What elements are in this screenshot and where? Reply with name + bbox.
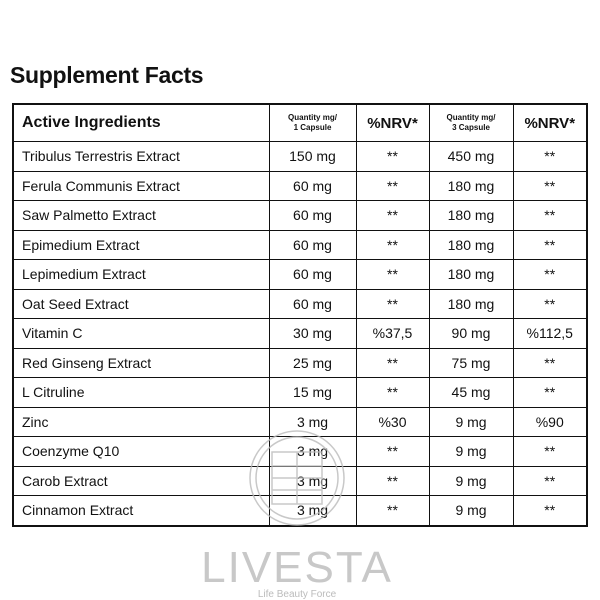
- ingredient: Tribulus Terrestris Extract: [12, 141, 270, 172]
- header-cell: Quantity mg/3 Capsule: [428, 103, 514, 142]
- cell: 60 mg: [268, 288, 357, 319]
- ingredient: Lepimedium Extract: [12, 259, 270, 290]
- header-row: Active Ingredients Quantity mg/1 Capsule%…: [12, 103, 588, 142]
- row: Vitamin C 30 mg %37,5 90 mg %112,5: [12, 318, 588, 349]
- cell: 9 mg: [428, 406, 514, 437]
- ingredient: Cinnamon Extract: [12, 495, 270, 526]
- cell: **: [512, 436, 588, 467]
- cell: **: [355, 141, 430, 172]
- header-cell: Quantity mg/1 Capsule: [268, 103, 357, 142]
- cell: **: [355, 259, 430, 290]
- ingredient: L Citruline: [12, 377, 270, 408]
- ingredient: Ferula Communis Extract: [12, 170, 270, 201]
- cell: **: [355, 436, 430, 467]
- cell: **: [512, 141, 588, 172]
- row: Cinnamon Extract 3 mg ** 9 mg **: [12, 495, 588, 526]
- cell: **: [512, 465, 588, 496]
- cell: **: [512, 377, 588, 408]
- tagline: Life Beauty Force: [258, 589, 337, 600]
- cell: **: [355, 495, 430, 526]
- cell: 60 mg: [268, 170, 357, 201]
- brand: LIVESTA: [201, 543, 393, 592]
- cell: 180 mg: [428, 170, 514, 201]
- facts-table: Active Ingredients Quantity mg/1 Capsule%…: [12, 103, 588, 527]
- row: Carob Extract 3 mg ** 9 mg **: [12, 465, 588, 496]
- row: Red Ginseng Extract 25 mg ** 75 mg **: [12, 347, 588, 378]
- cell: 3 mg: [268, 495, 357, 526]
- cell: **: [512, 229, 588, 260]
- cell: 30 mg: [268, 318, 357, 349]
- cell: **: [355, 377, 430, 408]
- cell: **: [512, 495, 588, 526]
- cell: **: [512, 200, 588, 231]
- row: Tribulus Terrestris Extract 150 mg ** 450 m…: [12, 141, 588, 172]
- ingredient: Carob Extract: [12, 465, 270, 496]
- ingredient: Epimedium Extract: [12, 229, 270, 260]
- header-cell: %NRV*: [512, 103, 588, 142]
- ingredient: Vitamin C: [12, 318, 270, 349]
- cell: **: [512, 347, 588, 378]
- ingredient: Saw Palmetto Extract: [12, 200, 270, 231]
- row: Lepimedium Extract 60 mg ** 180 mg **: [12, 259, 588, 290]
- cell: **: [512, 259, 588, 290]
- ingredient: Coenzyme Q10: [12, 436, 270, 467]
- cell: 45 mg: [428, 377, 514, 408]
- header-cell: %NRV*: [355, 103, 430, 142]
- cell: 9 mg: [428, 465, 514, 496]
- cell: 180 mg: [428, 229, 514, 260]
- cell: 3 mg: [268, 406, 357, 437]
- cell: 3 mg: [268, 436, 357, 467]
- cell: **: [355, 170, 430, 201]
- title: Supplement Facts: [10, 62, 204, 88]
- cell: 15 mg: [268, 377, 357, 408]
- cell: 180 mg: [428, 259, 514, 290]
- cell: **: [355, 200, 430, 231]
- cell: 60 mg: [268, 259, 357, 290]
- cell: **: [355, 229, 430, 260]
- cell: 450 mg: [428, 141, 514, 172]
- cell: **: [355, 465, 430, 496]
- cell: 60 mg: [268, 200, 357, 231]
- ingredient: Oat Seed Extract: [12, 288, 270, 319]
- cell: 60 mg: [268, 229, 357, 260]
- cell: 180 mg: [428, 288, 514, 319]
- header-line: Quantity mg/: [446, 113, 496, 122]
- row: Coenzyme Q10 3 mg ** 9 mg **: [12, 436, 588, 467]
- header-line: 1 Capsule: [293, 123, 332, 132]
- cell: **: [512, 288, 588, 319]
- cell: 3 mg: [268, 465, 357, 496]
- cell: 180 mg: [428, 200, 514, 231]
- row: Epimedium Extract 60 mg ** 180 mg **: [12, 229, 588, 260]
- header-cell: Active Ingredients: [12, 103, 270, 142]
- cell: %30: [355, 406, 430, 437]
- cell: **: [355, 347, 430, 378]
- cell: 150 mg: [268, 141, 357, 172]
- row: Oat Seed Extract 60 mg ** 180 mg **: [12, 288, 588, 319]
- cell: %37,5: [355, 318, 430, 349]
- row: Ferula Communis Extract 60 mg ** 180 mg **: [12, 170, 588, 201]
- row: Zinc 3 mg %30 9 mg %90: [12, 406, 588, 437]
- cell: %90: [512, 406, 588, 437]
- cell: 9 mg: [428, 436, 514, 467]
- header-line: 3 Capsule: [452, 123, 490, 132]
- table-body: Active Ingredients Quantity mg/1 Capsule%…: [12, 103, 588, 526]
- ingredient: Zinc: [12, 406, 270, 437]
- row: Saw Palmetto Extract 60 mg ** 180 mg **: [12, 200, 588, 231]
- header-line: Quantity mg/: [288, 113, 337, 122]
- cell: 9 mg: [428, 495, 514, 526]
- cell: 75 mg: [428, 347, 514, 378]
- cell: **: [355, 288, 430, 319]
- cell: 90 mg: [428, 318, 514, 349]
- cell: **: [512, 170, 588, 201]
- cell: 25 mg: [268, 347, 357, 378]
- row: L Citruline 15 mg ** 45 mg **: [12, 377, 588, 408]
- ingredient: Red Ginseng Extract: [12, 347, 270, 378]
- cell: %112,5: [512, 318, 588, 349]
